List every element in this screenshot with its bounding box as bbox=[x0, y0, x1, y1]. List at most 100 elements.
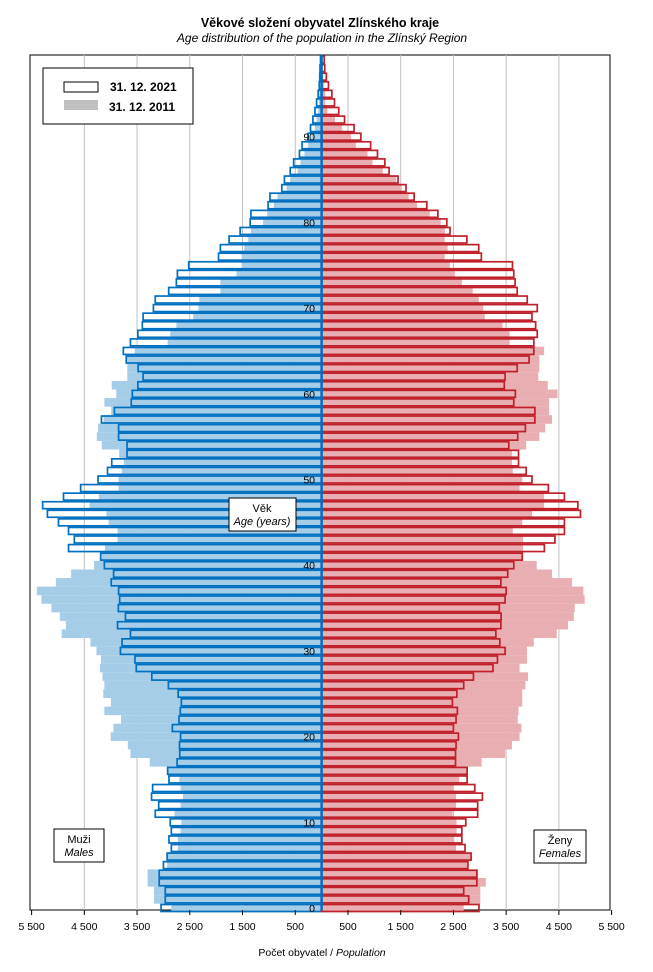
bar-males-2011 bbox=[174, 809, 322, 819]
bar-females-2011 bbox=[321, 698, 523, 707]
bar-males-2011 bbox=[181, 818, 322, 827]
bar-males-2011 bbox=[241, 252, 322, 261]
bar-females-2011 bbox=[321, 269, 455, 279]
bar-females-2011 bbox=[321, 715, 518, 724]
chart-subtitle: Age distribution of the population in th… bbox=[176, 31, 468, 45]
bar-males-2011 bbox=[117, 526, 322, 536]
bar-males-2011 bbox=[199, 295, 322, 304]
bar-males-2011 bbox=[167, 852, 322, 861]
bar-females-2011 bbox=[321, 552, 523, 561]
bar-females-2011 bbox=[321, 312, 485, 321]
bar-males-2011 bbox=[104, 398, 322, 407]
bar-males-2011 bbox=[89, 500, 322, 510]
bar-males-2011 bbox=[119, 449, 322, 459]
bar-females-2011 bbox=[321, 423, 546, 433]
bar-males-2011 bbox=[90, 638, 322, 647]
bar-females-2011 bbox=[321, 183, 402, 193]
x-axis-title-cz: Počet obyvatel / bbox=[258, 947, 333, 959]
bar-males-2011 bbox=[71, 569, 322, 579]
bar-females-2011 bbox=[321, 320, 503, 330]
females-label-cz: Ženy bbox=[548, 834, 573, 847]
legend-label-2011: 31. 12. 2011 bbox=[109, 100, 175, 114]
legend-label-2021: 31. 12. 2021 bbox=[110, 80, 177, 94]
bar-females-2011 bbox=[321, 398, 550, 407]
bar-females-2011 bbox=[321, 826, 457, 836]
bar-females-2011 bbox=[321, 192, 409, 201]
x-axis-title: Počet obyvatel / Population bbox=[258, 947, 385, 959]
bar-males-2011 bbox=[106, 509, 322, 519]
bar-females-2011 bbox=[321, 372, 539, 381]
bar-females-2011 bbox=[321, 595, 585, 604]
bar-males-2011 bbox=[316, 115, 322, 124]
bar-males-2011 bbox=[121, 466, 322, 476]
bar-females-2011 bbox=[321, 629, 557, 639]
x-tick-label: 4 500 bbox=[71, 921, 97, 933]
bar-females-2011 bbox=[321, 646, 527, 656]
bar-females-2011 bbox=[321, 655, 527, 664]
bar-males-2011 bbox=[118, 483, 322, 493]
bar-males-2011 bbox=[59, 612, 322, 621]
x-tick-label: 500 bbox=[339, 921, 357, 933]
bar-females-2011 bbox=[321, 860, 468, 870]
bar-males-2011 bbox=[176, 320, 322, 330]
bar-females-2011 bbox=[321, 818, 457, 827]
bar-females-2011 bbox=[321, 389, 558, 399]
bar-females-2011 bbox=[321, 569, 553, 579]
bar-females-2011 bbox=[321, 123, 342, 133]
bar-females-2011 bbox=[321, 338, 510, 347]
bar-females-2011 bbox=[321, 440, 527, 450]
females-label: Ženy Females bbox=[533, 829, 587, 864]
bar-males-2011 bbox=[167, 860, 322, 870]
bar-males-2011 bbox=[236, 269, 322, 279]
bar-males-2011 bbox=[304, 149, 322, 159]
bar-males-2011 bbox=[147, 869, 322, 879]
bar-males-2011 bbox=[182, 792, 322, 801]
bar-females-2011 bbox=[321, 603, 575, 613]
age-tick-label: 0 bbox=[309, 903, 315, 915]
bar-females-2011 bbox=[321, 895, 481, 904]
age-tick-label: 50 bbox=[303, 475, 315, 487]
bar-males-2011 bbox=[127, 740, 322, 750]
x-tick-label: 500 bbox=[286, 921, 304, 933]
x-axis-title-en: Population bbox=[336, 947, 386, 959]
bar-males-2011 bbox=[51, 603, 322, 613]
bar-males-2011 bbox=[220, 286, 322, 296]
bar-females-2011 bbox=[321, 415, 553, 424]
bar-males-2011 bbox=[99, 663, 322, 673]
bar-females-2011 bbox=[321, 732, 520, 741]
bar-females-2011 bbox=[321, 800, 457, 810]
bar-males-2011 bbox=[297, 166, 322, 176]
x-tick-label: 5 500 bbox=[598, 921, 624, 933]
bar-females-2011 bbox=[321, 218, 441, 227]
bar-males-2011 bbox=[61, 629, 322, 639]
age-tick-label: 60 bbox=[303, 389, 315, 401]
bar-males-2011 bbox=[116, 389, 322, 399]
bar-males-2011 bbox=[250, 226, 322, 236]
x-tick-label: 4 500 bbox=[546, 921, 572, 933]
bar-females-2011 bbox=[321, 252, 445, 261]
bar-males-2011 bbox=[180, 783, 322, 793]
bar-females-2011 bbox=[321, 706, 519, 716]
bar-males-2011 bbox=[127, 372, 322, 381]
bar-females-2011 bbox=[321, 483, 520, 493]
bar-males-2011 bbox=[147, 878, 322, 887]
bar-males-2011 bbox=[153, 886, 322, 896]
bar-males-2011 bbox=[96, 646, 322, 656]
bar-females-2011 bbox=[321, 878, 486, 887]
bar-males-2011 bbox=[153, 895, 322, 904]
bar-males-2011 bbox=[241, 260, 322, 270]
bar-males-2011 bbox=[103, 689, 322, 699]
bar-females-2011 bbox=[321, 835, 455, 844]
bar-females-2011 bbox=[321, 852, 472, 861]
bar-females-2011 bbox=[321, 466, 513, 476]
bar-males-2011 bbox=[311, 132, 322, 141]
age-tick-label: 70 bbox=[303, 303, 315, 315]
bar-females-2011 bbox=[321, 620, 569, 630]
bar-males-2011 bbox=[101, 440, 322, 450]
bar-females-2011 bbox=[321, 106, 328, 116]
bar-males-2011 bbox=[100, 655, 322, 664]
bar-males-2011 bbox=[101, 552, 322, 561]
age-label-cz: Věk bbox=[253, 503, 272, 515]
bar-females-2011 bbox=[321, 458, 512, 467]
